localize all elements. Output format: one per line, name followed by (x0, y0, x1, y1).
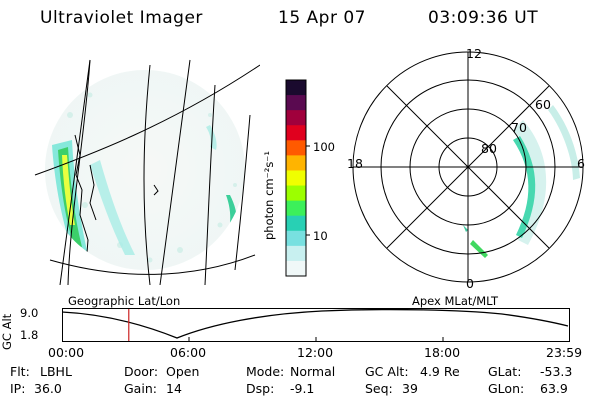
status-dsp-label: Dsp: (246, 381, 275, 396)
apex-caption: Apex MLat/MLT (412, 294, 499, 308)
colorbar-segment (286, 95, 306, 111)
lat-label-70: 70 (511, 120, 527, 135)
mlt-label-18: 18 (347, 156, 363, 171)
instrument-title: Ultraviolet Imager (40, 8, 203, 28)
colorbar-segment (286, 200, 306, 217)
status-filter-label: Flt: (10, 364, 30, 379)
geographic-caption: Geographic Lat/Lon (68, 294, 181, 308)
status-gcalt-value: 4.9 Re (420, 364, 460, 379)
status-glat-value: -53.3 (540, 364, 573, 379)
timeline-x-tick-2: 12:00 (297, 345, 334, 360)
colorbar-segment (286, 245, 306, 262)
colorbar-segment (286, 170, 306, 187)
status-seq-value: 39 (402, 381, 418, 396)
colorbar-segment (286, 260, 306, 277)
lat-lon-grid (34, 59, 260, 285)
timeline-x-tick-4: 23:59 (546, 345, 583, 360)
time-label: 03:09:36 UT (428, 8, 539, 28)
lat-label-60: 60 (535, 97, 551, 112)
status-mode-label: Mode: (246, 364, 285, 379)
status-glon-value: 63.9 (540, 381, 568, 396)
colorbar-segment (286, 230, 306, 247)
timeline-x-tick-0: 00:00 (48, 345, 85, 360)
timeline-y-label: GC Alt (0, 313, 14, 350)
status-gain-value: 14 (166, 381, 182, 396)
altitude-curve (62, 308, 569, 339)
polar-image (463, 105, 580, 258)
status-mode-value: Normal (290, 364, 336, 379)
status-ip-value: 36.0 (34, 381, 62, 396)
timeline-x-tick-3: 18:00 (424, 345, 461, 360)
colorbar-segment (286, 125, 306, 141)
colorbar-segment (286, 110, 306, 126)
status-seq-label: Seq: (365, 381, 393, 396)
colorbar-segment (286, 215, 306, 232)
status-door-value: Open (166, 364, 200, 379)
status-gain-label: Gain: (124, 381, 157, 396)
colorbar-segment (286, 155, 306, 171)
geographic-image-panel (34, 59, 260, 285)
polar-plot-panel (352, 51, 584, 283)
timeline-x-tick-1: 06:00 (170, 345, 207, 360)
colorbar-segment (286, 185, 306, 202)
status-door-label: Door: (124, 364, 159, 379)
date-label: 15 Apr 07 (278, 8, 366, 28)
geographic-image (45, 70, 245, 270)
status-ip-label: IP: (10, 381, 26, 396)
mlt-label-6: 6 (577, 156, 585, 171)
colorbar-tick-10: 10 (313, 229, 328, 243)
status-glon-label: GLon: (488, 381, 525, 396)
status-filter-value: LBHL (40, 364, 72, 379)
timeline-y-tick-bottom: 1.8 (20, 328, 39, 342)
mlt-label-12: 12 (466, 46, 482, 61)
status-glat-label: GLat: (488, 364, 522, 379)
colorbar (285, 79, 310, 277)
colorbar-unit-label: photon cm⁻²s⁻¹ (262, 151, 276, 240)
colorbar-segment (286, 140, 306, 156)
status-dsp-value: -9.1 (290, 381, 315, 396)
status-gcalt-label: GC Alt: (365, 364, 409, 379)
colorbar-tick-100: 100 (313, 140, 335, 154)
colorbar-segment (286, 80, 306, 96)
colorbar-scale (286, 80, 306, 277)
polar-grid (352, 51, 584, 283)
mlt-label-0: 0 (466, 276, 474, 291)
timeline-y-tick-top: 9.0 (20, 306, 39, 320)
timeline-plot (62, 308, 570, 342)
lat-label-80: 80 (481, 141, 497, 156)
